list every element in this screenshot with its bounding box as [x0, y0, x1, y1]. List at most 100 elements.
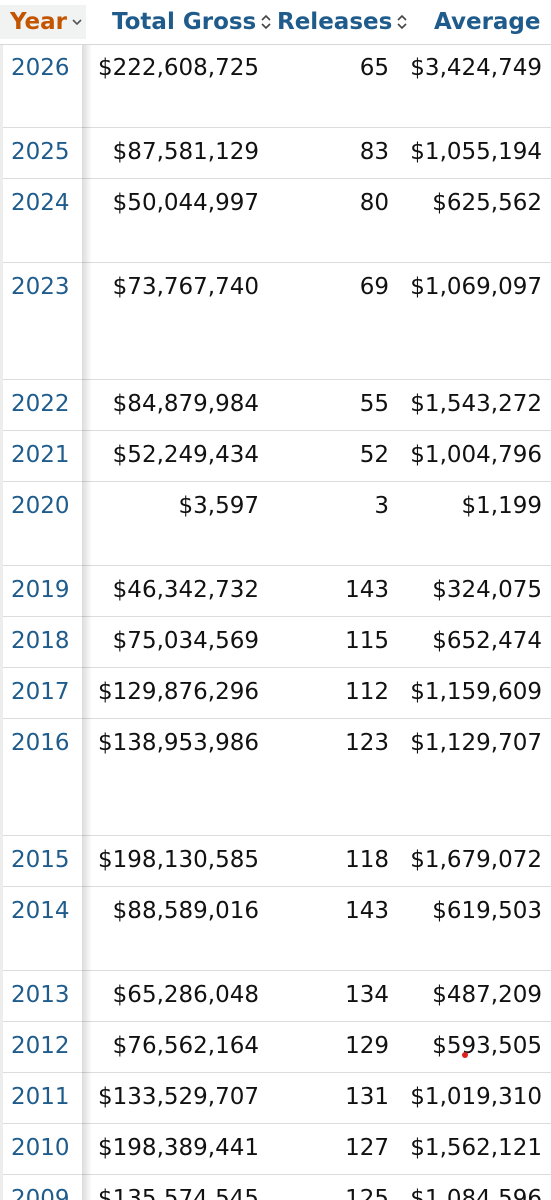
year-link[interactable]: 2011: [11, 1084, 70, 1110]
table-row: 2018 $75,034,569 115 $652,474: [0, 617, 551, 668]
releases-value: 143: [345, 898, 389, 924]
year-link[interactable]: 2010: [11, 1135, 70, 1161]
total-gross-value: $88,589,016: [112, 898, 259, 924]
year-link[interactable]: 2026: [11, 55, 70, 81]
year-link[interactable]: 2021: [11, 442, 70, 468]
table-row: 2012 $76,562,164 129 $593,505: [0, 1022, 551, 1073]
table-row: 2023 $73,767,740 69 $1,069,097: [0, 263, 551, 380]
year-link[interactable]: 2018: [11, 628, 70, 654]
releases-value: 143: [345, 577, 389, 603]
sort-up-down-icon: [395, 12, 409, 32]
total-gross-value: $129,876,296: [98, 679, 259, 705]
sort-up-down-icon: [259, 12, 273, 32]
table-header: Year Total Gross Releases Average: [0, 0, 551, 45]
chevron-down-icon: [70, 12, 84, 32]
average-value: $1,562,121: [410, 1135, 542, 1161]
total-gross-value: $84,879,984: [112, 391, 259, 417]
total-gross-value: $50,044,997: [112, 190, 259, 216]
releases-value: 115: [345, 628, 389, 654]
year-link[interactable]: 2016: [11, 730, 70, 756]
table-row: 2025 $87,581,129 83 $1,055,194: [0, 128, 551, 179]
year-link[interactable]: 2022: [11, 391, 70, 417]
average-value: $1,084,596: [410, 1186, 542, 1200]
total-gross-value: $46,342,732: [112, 577, 259, 603]
total-gross-value: $3,597: [178, 493, 259, 519]
table-row: 2022 $84,879,984 55 $1,543,272: [0, 380, 551, 431]
table-row: 2015 $198,130,585 118 $1,679,072: [0, 836, 551, 887]
year-link[interactable]: 2017: [11, 679, 70, 705]
year-link[interactable]: 2025: [11, 139, 70, 165]
average-value: $1,019,310: [410, 1084, 542, 1110]
releases-value: 123: [345, 730, 389, 756]
table-row: 2017 $129,876,296 112 $1,159,609: [0, 668, 551, 719]
releases-value: 134: [345, 982, 389, 1008]
year-header-label: Year: [10, 9, 68, 35]
table-row: 2020 $3,597 3 $1,199: [0, 482, 551, 566]
average-value: $1,679,072: [410, 847, 542, 873]
releases-value: 125: [345, 1186, 389, 1200]
average-header-label: Average: [434, 9, 541, 35]
year-link[interactable]: 2024: [11, 190, 70, 216]
releases-value: 127: [345, 1135, 389, 1161]
releases-value: 129: [345, 1033, 389, 1059]
average-value: $1,159,609: [410, 679, 542, 705]
average-value: $3,424,749: [410, 55, 542, 81]
table-row: 2011 $133,529,707 131 $1,019,310: [0, 1073, 551, 1124]
releases-value: 112: [345, 679, 389, 705]
sort-by-average-header[interactable]: Average: [434, 5, 541, 39]
year-table: 2026 $222,608,725 65 $3,424,749 2025 $87,581,…: [0, 44, 551, 1200]
average-value: $1,199: [461, 493, 542, 519]
total-gross-value: $138,953,986: [98, 730, 259, 756]
total-gross-value: $222,608,725: [98, 55, 259, 81]
total-gross-value: $198,130,585: [98, 847, 259, 873]
sort-by-releases-header[interactable]: Releases: [277, 5, 409, 39]
table-row: 2016 $138,953,986 123 $1,129,707: [0, 719, 551, 836]
total-gross-value: $87,581,129: [112, 139, 259, 165]
total-gross-value: $133,529,707: [98, 1084, 259, 1110]
average-value: $625,562: [432, 190, 542, 216]
total-gross-value: $73,767,740: [112, 274, 259, 300]
releases-value: 55: [359, 391, 389, 417]
left-edge: [0, 44, 3, 1200]
table-row: 2026 $222,608,725 65 $3,424,749: [0, 44, 551, 128]
average-value: $1,069,097: [410, 274, 542, 300]
releases-value: 83: [359, 139, 389, 165]
year-link[interactable]: 2009: [11, 1186, 70, 1200]
average-value: $1,004,796: [410, 442, 542, 468]
table-row: 2021 $52,249,434 52 $1,004,796: [0, 431, 551, 482]
total-gross-value: $52,249,434: [112, 442, 259, 468]
table-row: 2019 $46,342,732 143 $324,075: [0, 566, 551, 617]
releases-value: 65: [359, 55, 389, 81]
total-gross-header-label: Total Gross: [112, 9, 257, 35]
table-row: 2014 $88,589,016 143 $619,503: [0, 887, 551, 971]
year-link[interactable]: 2014: [11, 898, 70, 924]
year-link[interactable]: 2015: [11, 847, 70, 873]
year-link[interactable]: 2023: [11, 274, 70, 300]
releases-value: 80: [359, 190, 389, 216]
average-value: $652,474: [432, 628, 542, 654]
average-value: $1,543,272: [410, 391, 542, 417]
sort-by-year-header[interactable]: Year: [0, 5, 86, 39]
year-link[interactable]: 2013: [11, 982, 70, 1008]
year-link[interactable]: 2012: [11, 1033, 70, 1059]
sort-by-total-gross-header[interactable]: Total Gross: [112, 5, 273, 39]
releases-value: 3: [374, 493, 389, 519]
average-value: $593,505: [432, 1033, 542, 1059]
year-link[interactable]: 2020: [11, 493, 70, 519]
average-value: $324,075: [432, 577, 542, 603]
average-value: $487,209: [432, 982, 542, 1008]
releases-value: 52: [359, 442, 389, 468]
table-row: 2009 $135,574,545 125 $1,084,596: [0, 1175, 551, 1200]
year-link[interactable]: 2019: [11, 577, 70, 603]
total-gross-value: $76,562,164: [112, 1033, 259, 1059]
releases-value: 118: [345, 847, 389, 873]
total-gross-value: $135,574,545: [98, 1186, 259, 1200]
total-gross-value: $75,034,569: [112, 628, 259, 654]
releases-value: 131: [345, 1084, 389, 1110]
table-row: 2024 $50,044,997 80 $625,562: [0, 179, 551, 263]
releases-value: 69: [359, 274, 389, 300]
table-row: 2010 $198,389,441 127 $1,562,121: [0, 1124, 551, 1175]
average-value: $1,055,194: [410, 139, 542, 165]
average-value: $619,503: [432, 898, 542, 924]
total-gross-value: $198,389,441: [98, 1135, 259, 1161]
